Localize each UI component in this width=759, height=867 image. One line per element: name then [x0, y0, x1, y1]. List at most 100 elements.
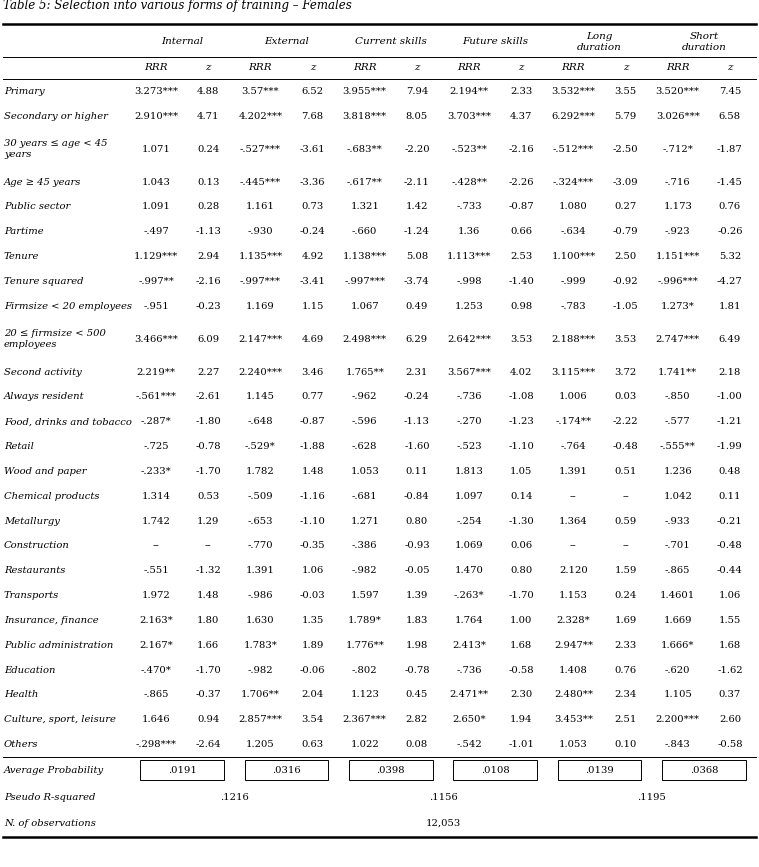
Text: --: --	[570, 541, 577, 551]
Text: 1.145: 1.145	[246, 393, 275, 401]
Text: 1.205: 1.205	[246, 740, 275, 749]
Text: 1.66: 1.66	[197, 641, 219, 649]
Text: -.982: -.982	[247, 666, 273, 675]
Text: Long
duration: Long duration	[577, 32, 622, 52]
Text: Culture, sport, leisure: Culture, sport, leisure	[4, 715, 116, 724]
Text: Short
duration: Short duration	[682, 32, 726, 52]
Bar	[558, 760, 641, 780]
Text: 1.169: 1.169	[246, 302, 275, 310]
Text: 1.161: 1.161	[246, 202, 275, 212]
Text: -.660: -.660	[352, 227, 377, 236]
Text: 1.35: 1.35	[301, 616, 324, 625]
Text: 2.642***: 2.642***	[447, 335, 491, 343]
Text: 1.271: 1.271	[351, 517, 380, 525]
Text: 7.68: 7.68	[301, 112, 323, 121]
Text: -1.45: -1.45	[717, 178, 743, 186]
Text: z: z	[414, 62, 420, 71]
Text: Tenure squared: Tenure squared	[4, 277, 83, 286]
Text: 1.783*: 1.783*	[244, 641, 277, 649]
Text: -2.61: -2.61	[195, 393, 221, 401]
Text: Tenure: Tenure	[4, 252, 39, 261]
Text: 1.776**: 1.776**	[345, 641, 384, 649]
Text: 1.053: 1.053	[351, 467, 380, 476]
Text: 1.253: 1.253	[455, 302, 483, 310]
Text: 1.48: 1.48	[197, 591, 219, 600]
Text: -2.64: -2.64	[195, 740, 221, 749]
Text: 0.51: 0.51	[614, 467, 637, 476]
Text: 2.82: 2.82	[406, 715, 428, 724]
Text: -0.78: -0.78	[404, 666, 430, 675]
Text: 2.27: 2.27	[197, 368, 219, 376]
Text: RRR: RRR	[144, 62, 168, 71]
Text: 0.24: 0.24	[614, 591, 637, 600]
Text: -1.32: -1.32	[195, 566, 221, 575]
Text: 1.006: 1.006	[559, 393, 587, 401]
Text: 0.49: 0.49	[406, 302, 428, 310]
Text: 1.05: 1.05	[510, 467, 532, 476]
Text: 6.52: 6.52	[301, 87, 323, 96]
Text: -.653: -.653	[247, 517, 273, 525]
Text: 1.053: 1.053	[559, 740, 587, 749]
Text: RRR: RRR	[249, 62, 272, 71]
Text: -1.05: -1.05	[613, 302, 638, 310]
Text: 1.706**: 1.706**	[241, 690, 280, 700]
Text: -.951: -.951	[143, 302, 169, 310]
Text: z: z	[310, 62, 315, 71]
Text: -1.10: -1.10	[300, 517, 326, 525]
Text: Transports: Transports	[4, 591, 59, 600]
Text: -.324***: -.324***	[553, 178, 594, 186]
Text: 0.08: 0.08	[406, 740, 428, 749]
Text: -0.48: -0.48	[613, 442, 638, 451]
Text: -0.37: -0.37	[195, 690, 221, 700]
Text: 4.37: 4.37	[510, 112, 532, 121]
Text: -0.24: -0.24	[300, 227, 326, 236]
Text: -1.99: -1.99	[717, 442, 743, 451]
Text: 2.498***: 2.498***	[342, 335, 387, 343]
Text: 3.520***: 3.520***	[656, 87, 700, 96]
Text: 1.129***: 1.129***	[134, 252, 178, 261]
Text: 3.567***: 3.567***	[447, 368, 491, 376]
Text: 1.069: 1.069	[455, 541, 483, 551]
Text: 2.188***: 2.188***	[551, 335, 596, 343]
Text: 2.120: 2.120	[559, 566, 587, 575]
Text: -2.16: -2.16	[509, 145, 534, 153]
Text: .0139: .0139	[585, 766, 614, 775]
Text: -.843: -.843	[665, 740, 691, 749]
Text: 2.34: 2.34	[614, 690, 637, 700]
Text: -0.84: -0.84	[404, 492, 430, 501]
Text: -2.50: -2.50	[613, 145, 638, 153]
Text: 0.76: 0.76	[719, 202, 741, 212]
Text: Pseudo R-squared: Pseudo R-squared	[4, 792, 96, 801]
Text: 4.92: 4.92	[301, 252, 324, 261]
Text: 2.31: 2.31	[406, 368, 428, 376]
Text: z: z	[206, 62, 211, 71]
Text: Future skills: Future skills	[462, 37, 528, 47]
Text: -.174**: -.174**	[556, 417, 591, 427]
Text: -.930: -.930	[247, 227, 273, 236]
Text: Age ≥ 45 years: Age ≥ 45 years	[4, 178, 81, 186]
Text: -.233*: -.233*	[140, 467, 172, 476]
Text: -1.70: -1.70	[195, 467, 221, 476]
Text: -.428**: -.428**	[451, 178, 487, 186]
Text: 1.022: 1.022	[351, 740, 380, 749]
Text: --: --	[622, 541, 629, 551]
Text: -1.13: -1.13	[195, 227, 221, 236]
Text: -1.23: -1.23	[509, 417, 534, 427]
Text: 1.39: 1.39	[406, 591, 428, 600]
Text: -2.20: -2.20	[404, 145, 430, 153]
Text: 4.71: 4.71	[197, 112, 219, 121]
Text: -.254: -.254	[456, 517, 482, 525]
Text: -0.44: -0.44	[717, 566, 743, 575]
Text: -.634: -.634	[561, 227, 586, 236]
Text: -0.35: -0.35	[300, 541, 326, 551]
Text: 1.00: 1.00	[510, 616, 532, 625]
Text: 3.532***: 3.532***	[552, 87, 595, 96]
Text: 5.32: 5.32	[719, 252, 741, 261]
Text: 0.94: 0.94	[197, 715, 219, 724]
Text: -.982: -.982	[352, 566, 377, 575]
Text: 1.68: 1.68	[510, 641, 532, 649]
Text: 5.79: 5.79	[615, 112, 637, 121]
Text: 6.58: 6.58	[719, 112, 741, 121]
Text: 1.06: 1.06	[301, 566, 323, 575]
Text: 1.391: 1.391	[246, 566, 275, 575]
